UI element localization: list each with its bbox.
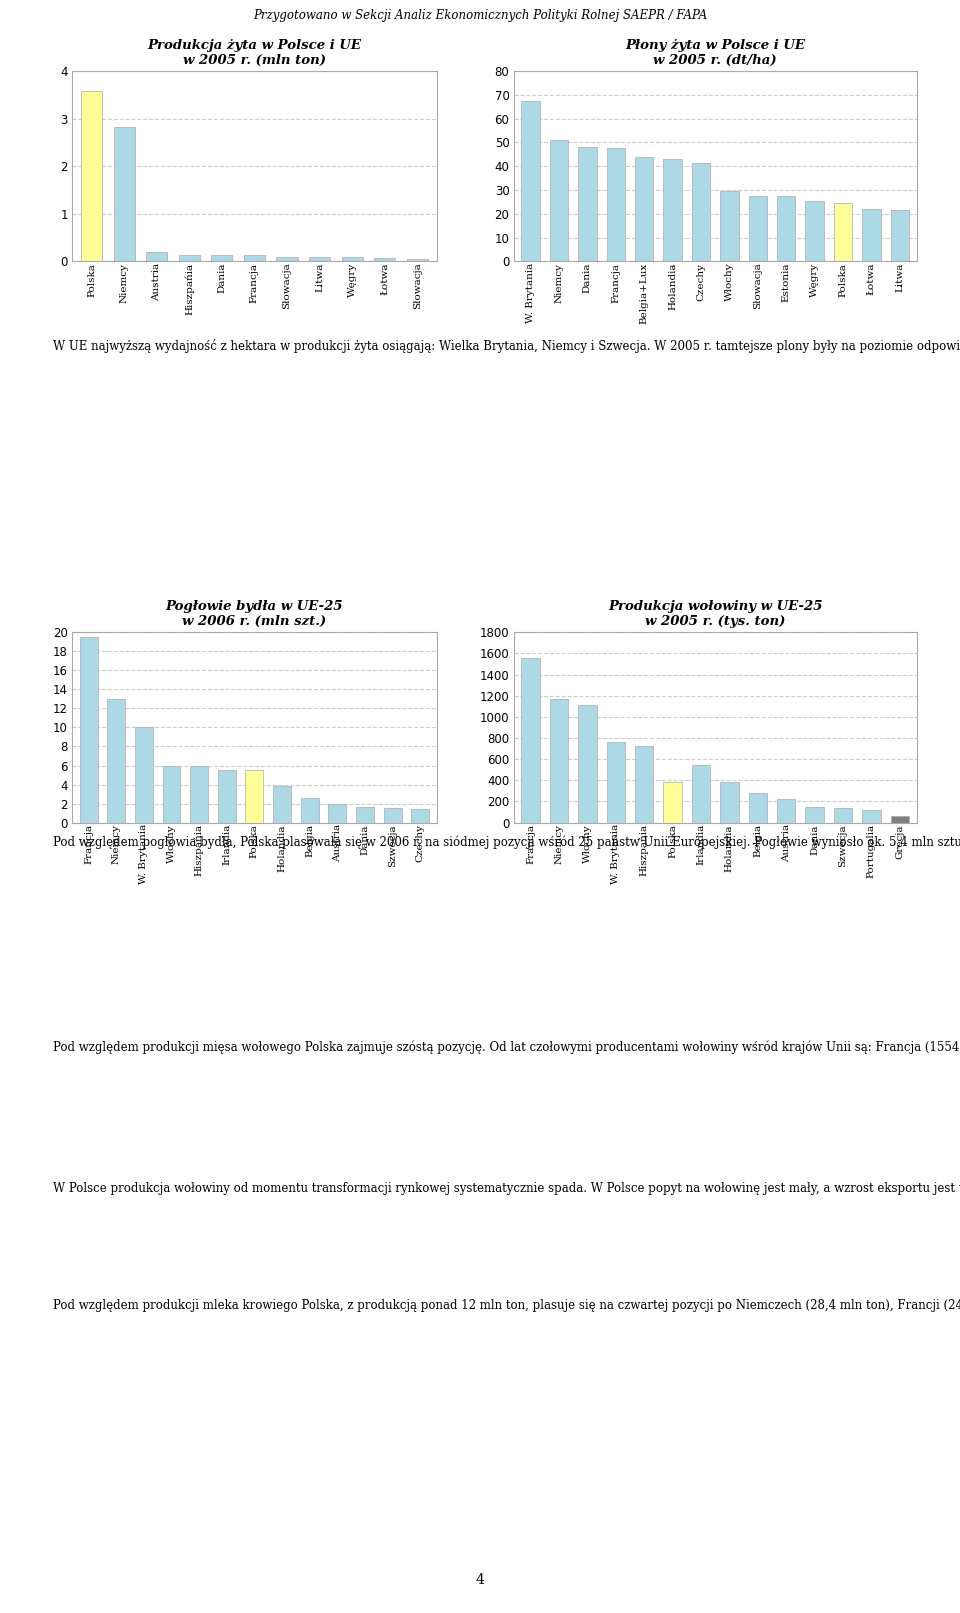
Bar (384, 808, 401, 823)
Bar (777, 195, 796, 261)
Bar (411, 810, 429, 823)
Bar (805, 806, 824, 823)
Bar (891, 210, 909, 261)
Bar (81, 90, 102, 261)
Bar (891, 816, 909, 823)
Bar (749, 794, 767, 823)
Bar (578, 705, 597, 823)
Title: Produkcja żyta w Polsce i UE
w 2005 r. (mln ton): Produkcja żyta w Polsce i UE w 2005 r. (… (148, 39, 361, 68)
Bar (328, 803, 347, 823)
Bar (777, 800, 796, 823)
Bar (244, 255, 265, 261)
Bar (749, 195, 767, 261)
Title: Produkcja wołowiny w UE-25
w 2005 r. (tys. ton): Produkcja wołowiny w UE-25 w 2005 r. (ty… (608, 600, 823, 629)
Bar (146, 252, 167, 261)
Bar (862, 210, 880, 261)
Text: Pod względem produkcji mleka krowiego Polska, z produkcją ponad 12 mln ton, plas: Pod względem produkcji mleka krowiego Po… (53, 1298, 960, 1313)
Bar (309, 256, 330, 261)
Text: 4: 4 (475, 1573, 485, 1587)
Bar (521, 102, 540, 261)
Bar (692, 163, 710, 261)
Text: Pod względem pogłowia bydła, Polska plasowała się w 2006 r. na siódmej pozycji w: Pod względem pogłowia bydła, Polska plas… (53, 836, 960, 848)
Bar (805, 200, 824, 261)
Bar (521, 658, 540, 823)
Bar (407, 260, 428, 261)
Bar (113, 127, 134, 261)
Bar (276, 256, 298, 261)
Bar (108, 698, 125, 823)
Text: W UE najwyższą wydajność z hektara w produkcji żyta osiągają: Wielka Brytania, N: W UE najwyższą wydajność z hektara w pro… (53, 339, 960, 353)
Bar (162, 766, 180, 823)
Bar (550, 700, 568, 823)
Bar (273, 787, 291, 823)
Bar (80, 637, 98, 823)
Bar (578, 147, 597, 261)
Text: W Polsce produkcja wołowiny od momentu transformacji rynkowej systematycznie spa: W Polsce produkcja wołowiny od momentu t… (53, 1181, 960, 1195)
Bar (134, 727, 153, 823)
Bar (190, 766, 208, 823)
Bar (833, 808, 852, 823)
Text: Przygotowano w Sekcji Analiz Ekonomicznych Polityki Rolnej SAEPR / FAPA: Przygotowano w Sekcji Analiz Ekonomiczny… (252, 10, 708, 23)
Bar (833, 203, 852, 261)
Bar (342, 256, 363, 261)
Bar (356, 808, 374, 823)
Title: Płony żyta w Polsce i UE
w 2005 r. (dt/ha): Płony żyta w Polsce i UE w 2005 r. (dt/h… (625, 39, 805, 68)
Bar (720, 782, 738, 823)
Bar (550, 140, 568, 261)
Bar (692, 765, 710, 823)
Bar (862, 810, 880, 823)
Bar (635, 156, 654, 261)
Bar (635, 745, 654, 823)
Bar (607, 148, 625, 261)
Bar (607, 742, 625, 823)
Bar (179, 255, 200, 261)
Bar (211, 255, 232, 261)
Bar (300, 798, 319, 823)
Bar (246, 771, 263, 823)
Bar (720, 190, 738, 261)
Title: Pogłowie bydła w UE-25
w 2006 r. (mln szt.): Pogłowie bydła w UE-25 w 2006 r. (mln sz… (165, 600, 344, 629)
Text: Pod względem produkcji mięsa wołowego Polska zajmuje szóstą pozycję. Od lat czoł: Pod względem produkcji mięsa wołowego Po… (53, 1040, 960, 1053)
Bar (218, 771, 236, 823)
Bar (663, 782, 682, 823)
Bar (663, 160, 682, 261)
Bar (374, 258, 396, 261)
